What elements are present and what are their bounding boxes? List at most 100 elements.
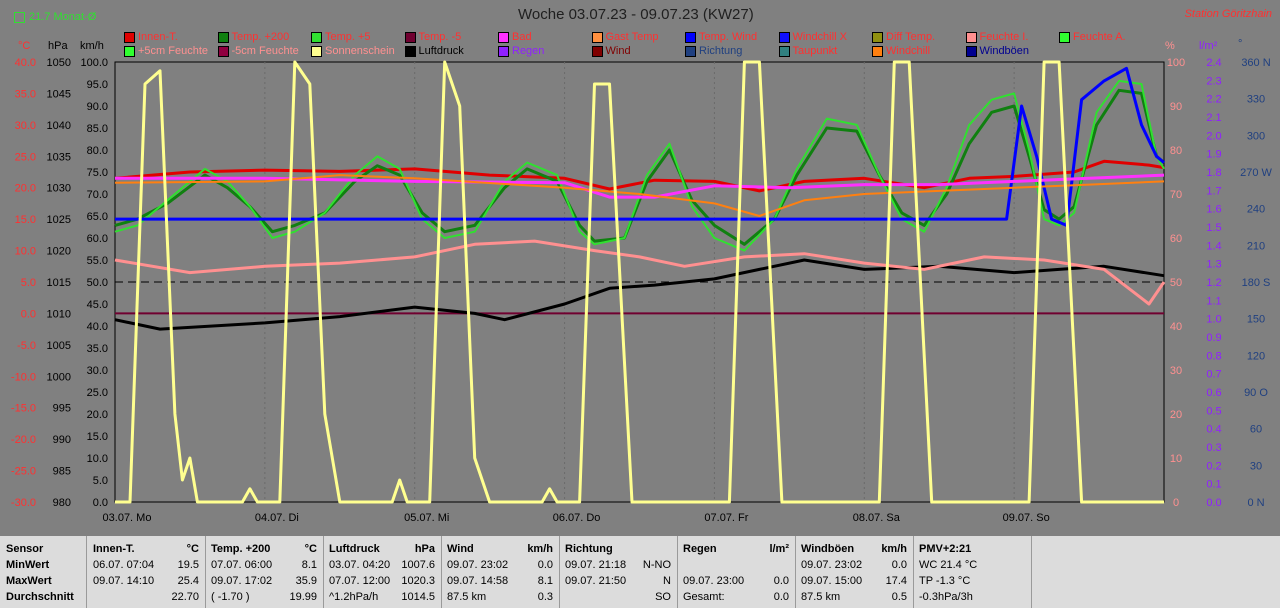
legend-swatch [498, 45, 509, 57]
axis-tick-label: 1010 [47, 308, 71, 320]
axis-tick-label: 240 [1247, 204, 1265, 216]
axis-tick-label: -15.0 [11, 403, 36, 415]
series-line-bad [115, 173, 1165, 199]
legend-item: Sonnenschein [311, 45, 395, 57]
axis-tick-label: 2.3 [1206, 75, 1221, 87]
x-tick-label: 07.07. Fr [704, 512, 748, 524]
x-tick-label: 08.07. Sa [853, 512, 901, 524]
axis-tick-label: 0.6 [1206, 387, 1221, 399]
x-tick-label: 04.07. Di [255, 512, 299, 524]
stats-column-unit: l/m² [769, 543, 789, 555]
stats-column-head: Regen [683, 543, 717, 555]
axis-tick-label: 40 [1170, 321, 1182, 333]
axis-tick-label: 2.0 [1206, 130, 1221, 142]
axis-tick-label: 1035 [47, 151, 71, 163]
axis-tick-label: 90 O [1244, 387, 1268, 399]
axis-tick-label: 30.0 [15, 120, 36, 132]
legend-label: Innen-T. [138, 31, 178, 43]
axis-tick-label: 0.2 [1206, 460, 1221, 472]
axis-tick-label: 2.1 [1206, 112, 1221, 124]
axis-tick-label: 1050 [47, 57, 71, 69]
legend-item: Gast Temp [591, 31, 659, 43]
axis-tick-label: 0.8 [1206, 350, 1221, 362]
series-layer [114, 60, 1166, 504]
stats-cell-value: 17.4 [885, 575, 907, 587]
axis-tick-label: 60 [1170, 233, 1182, 245]
axis-tick-label: 0.5 [1206, 405, 1221, 417]
x-tick-label: 09.07. So [1003, 512, 1050, 524]
axis-tick-label: 1.9 [1206, 149, 1221, 161]
axis-tick-label: 210 [1247, 240, 1265, 252]
axis-tick-label: 1.8 [1206, 167, 1221, 179]
legend-label: Sonnenschein [325, 45, 395, 57]
series-line-temp-5 [114, 79, 1165, 252]
stats-cell-value: 0.5 [891, 591, 907, 603]
axis-tick-label: 1.4 [1206, 240, 1221, 252]
axis-tick-label: 0.0 [93, 497, 108, 509]
stats-cell-label: 09.07. 21:18 [565, 559, 627, 571]
legend-item: Feuchte I. [965, 31, 1028, 43]
stats-cell-label: 07.07. 12:00 [329, 575, 391, 587]
axis-tick-label: 10.0 [15, 246, 36, 258]
axis-tick-label: 60 [1250, 424, 1262, 436]
weather-chart: 40.0 35.0 30.0 25.0 20.0 15.0 10.0 5.0 0.0 -5.0 -1… [11, 57, 1273, 524]
axis-tick-label: 1015 [47, 277, 71, 289]
axis-tick-label: 1000 [47, 371, 71, 383]
axis-tick-label: 1045 [47, 88, 71, 100]
axis-tick-label: 1025 [47, 214, 71, 226]
legend-label: Diff Temp. [886, 31, 936, 43]
stats-cell-value: 22.70 [171, 591, 199, 603]
axis-tick-label: 20 [1170, 409, 1182, 421]
legend-item: Luftdruck [404, 45, 464, 57]
legend-swatch [685, 31, 696, 43]
series-line-luftdruck [114, 258, 1165, 331]
axis-tick-label: 1020 [47, 246, 71, 258]
axis-tick-label: 5.0 [21, 277, 36, 289]
stats-cell-value: SO [655, 591, 671, 603]
legend-label: Temp. Wind [699, 31, 758, 43]
stats-cell-label: 09.07. 23:02 [801, 559, 863, 571]
legend-item: +5cm Feuchte [124, 45, 208, 57]
axis-tick-label: 25.0 [87, 387, 108, 399]
axis-tick-label: 70 [1170, 189, 1182, 201]
axis-tick-label: 1040 [47, 120, 71, 132]
legend-label: Feuchte A. [1073, 31, 1126, 43]
legend-label: Taupunkt [792, 45, 838, 57]
stats-column-head: Innen-T. [93, 543, 135, 555]
axis-tick-label: 30.0 [87, 365, 108, 377]
legend-label: Bad [512, 31, 532, 43]
axis-tick-label: 1.2 [1206, 277, 1221, 289]
x-tick-label: 03.07. Mo [103, 512, 152, 524]
legend-item: -5cm Feuchte [217, 45, 299, 57]
legend-swatch [124, 45, 135, 57]
legend-item: Windchill [872, 45, 930, 57]
stats-row-label: MaxWert [6, 575, 52, 587]
legend-label: -5cm Feuchte [231, 45, 299, 57]
pressure-unit: hPa [48, 40, 68, 52]
stats-cell-label: ( -1.70 ) [211, 591, 250, 603]
axis-tick-label: 0.9 [1206, 332, 1221, 344]
axis-tick-label: 150 [1247, 314, 1265, 326]
axis-tick-label: 20.0 [15, 183, 36, 195]
stats-cell-label: 03.07. 04:20 [329, 559, 391, 571]
legend-swatch [217, 31, 229, 43]
legend-swatch [311, 31, 322, 43]
axis-tick-label: 360 N [1241, 57, 1270, 69]
percent-unit: % [1165, 40, 1175, 52]
axis-tick-label: 90 [1170, 101, 1182, 113]
axis-tick-label: 1005 [47, 340, 71, 352]
stats-column-head: Luftdruck [329, 543, 380, 555]
legend-swatch [778, 31, 790, 43]
stats-column-unit: km/h [527, 543, 553, 555]
axis-tick-label: 100.0 [80, 57, 108, 69]
axis-tick-label: 10 [1170, 453, 1182, 465]
dir-unit: ° [1238, 38, 1243, 50]
stats-cell-value: 1020.3 [401, 575, 435, 587]
legend-item: Feuchte A. [1059, 31, 1126, 43]
axis-tick-label: 65.0 [87, 211, 108, 223]
stats-cell-value: 0.3 [537, 591, 553, 603]
stats-column-unit: °C [186, 543, 199, 555]
axis-tick-label: 0.0 [21, 308, 36, 320]
stats-column-head: Wind [447, 543, 474, 555]
axis-tick-label: 980 [53, 497, 71, 509]
